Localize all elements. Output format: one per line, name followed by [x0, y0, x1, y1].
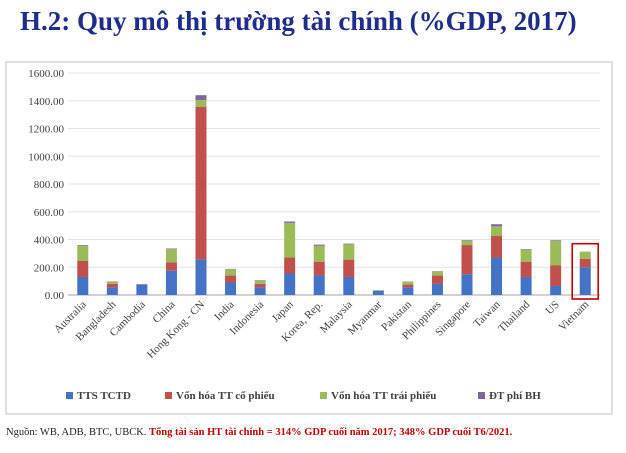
bar-segment [254, 280, 266, 284]
bar-segment [136, 284, 148, 295]
axis-layer: 0.00 200.00 400.00 600.00 800.00 1000.00 1200.… [28, 68, 591, 361]
bar-segment [491, 236, 503, 258]
bar-segment [491, 257, 503, 295]
x-tick-label: China [150, 299, 177, 326]
bar-segment [225, 275, 237, 283]
bar-segment [520, 276, 532, 295]
x-tick-label: Thailand [496, 298, 532, 334]
bar-segment [343, 243, 355, 245]
bar-segment [313, 244, 325, 246]
bar-segment [106, 283, 118, 288]
chart-border [5, 61, 613, 415]
bar-segment [461, 240, 473, 246]
bar-segment [402, 287, 414, 295]
y-tick-label: 600.00 [34, 207, 65, 219]
x-tick-label: India [212, 299, 237, 324]
bar-segment [313, 245, 325, 262]
bar-segment [461, 245, 473, 275]
bar-segment [77, 261, 89, 277]
bar-segment [77, 276, 89, 295]
bar-segment [284, 257, 296, 274]
bar-segment [579, 267, 591, 295]
y-tick-label: 1200.00 [28, 124, 64, 136]
y-tick-label: 200.00 [34, 262, 65, 274]
bar-segment [165, 262, 177, 271]
highlight-box [571, 242, 600, 300]
source-prefix: Nguồn: WB, ADB, BTC, UBCK. [6, 427, 147, 438]
legend-swatch [66, 392, 73, 399]
bar-segment [550, 240, 562, 266]
bar-segment [491, 226, 503, 237]
bar-segment [491, 224, 503, 227]
legend-label: TTS TCTD [77, 390, 131, 402]
bar-segment [195, 95, 207, 101]
y-tick-label: 800.00 [34, 179, 65, 191]
source-note: Nguồn: WB, ADB, BTC, UBCK. Tổng tài sản … [6, 427, 512, 438]
bar-segment [431, 283, 443, 295]
bar-segment [402, 284, 414, 288]
legend-swatch [165, 392, 172, 399]
bar-segment [195, 100, 207, 107]
bar-segment [372, 290, 384, 295]
bar-segment [343, 276, 355, 295]
bar-segment [165, 270, 177, 295]
bar-segment [254, 287, 266, 295]
bar-segment [195, 106, 207, 260]
y-tick-label: 1000.00 [28, 151, 64, 163]
bar-segment [284, 273, 296, 295]
legend-label: ĐT phí BH [489, 390, 541, 402]
bar-segment [313, 261, 325, 276]
bar-segment [372, 290, 384, 291]
y-tick-label: 1600.00 [28, 68, 64, 80]
bar-segment [254, 283, 266, 288]
bar-segment [431, 275, 443, 284]
chart-title: H.2: Quy mô thị trường tài chính (%GDP, … [20, 6, 577, 36]
legend-swatch [478, 392, 485, 399]
bar-segment [284, 221, 296, 223]
y-tick-label: 0.00 [45, 290, 65, 302]
x-tick-label: Vietnam [557, 298, 592, 333]
bar-segment [313, 275, 325, 295]
bar-segment [550, 285, 562, 295]
bar-segment [77, 245, 89, 262]
bar-segment [550, 265, 562, 286]
bar-segment [225, 282, 237, 295]
grid-layer [68, 72, 600, 296]
bar-segment [343, 259, 355, 277]
legend-swatch [320, 392, 327, 399]
bar-segment [343, 244, 355, 260]
y-tick-label: 400.00 [34, 235, 65, 247]
x-tick-label: Japan [270, 298, 297, 325]
bar-segment [165, 248, 177, 250]
bar-layer [77, 95, 600, 300]
legend-label: Vốn hóa TT cổ phiếu [176, 390, 275, 402]
legend-label: Vốn hóa TT trái phiếu [331, 390, 436, 402]
bar-segment [520, 249, 532, 250]
bar-segment [284, 222, 296, 258]
bar-segment [77, 245, 89, 246]
bar-segment [579, 251, 591, 259]
legend: TTS TCTD Vốn hóa TT cổ phiếu Vốn hóa TT tr… [66, 390, 541, 402]
bar-segment [225, 269, 237, 276]
bar-segment [402, 281, 414, 285]
x-tick-label: US [543, 299, 561, 317]
bar-segment [520, 261, 532, 277]
bar-segment [550, 240, 562, 241]
bar-segment [106, 281, 118, 284]
bar-segment [195, 259, 207, 295]
bar-segment [461, 240, 473, 241]
bar-segment [461, 274, 473, 295]
bar-segment [165, 249, 177, 263]
bar-segment [106, 287, 118, 295]
bar-segment [431, 271, 443, 276]
y-tick-label: 1400.00 [28, 96, 64, 108]
bar-segment [579, 258, 591, 268]
source-highlight: Tổng tài sản HT tài chính = 314% GDP cuố… [149, 427, 513, 438]
bar-segment [520, 249, 532, 262]
